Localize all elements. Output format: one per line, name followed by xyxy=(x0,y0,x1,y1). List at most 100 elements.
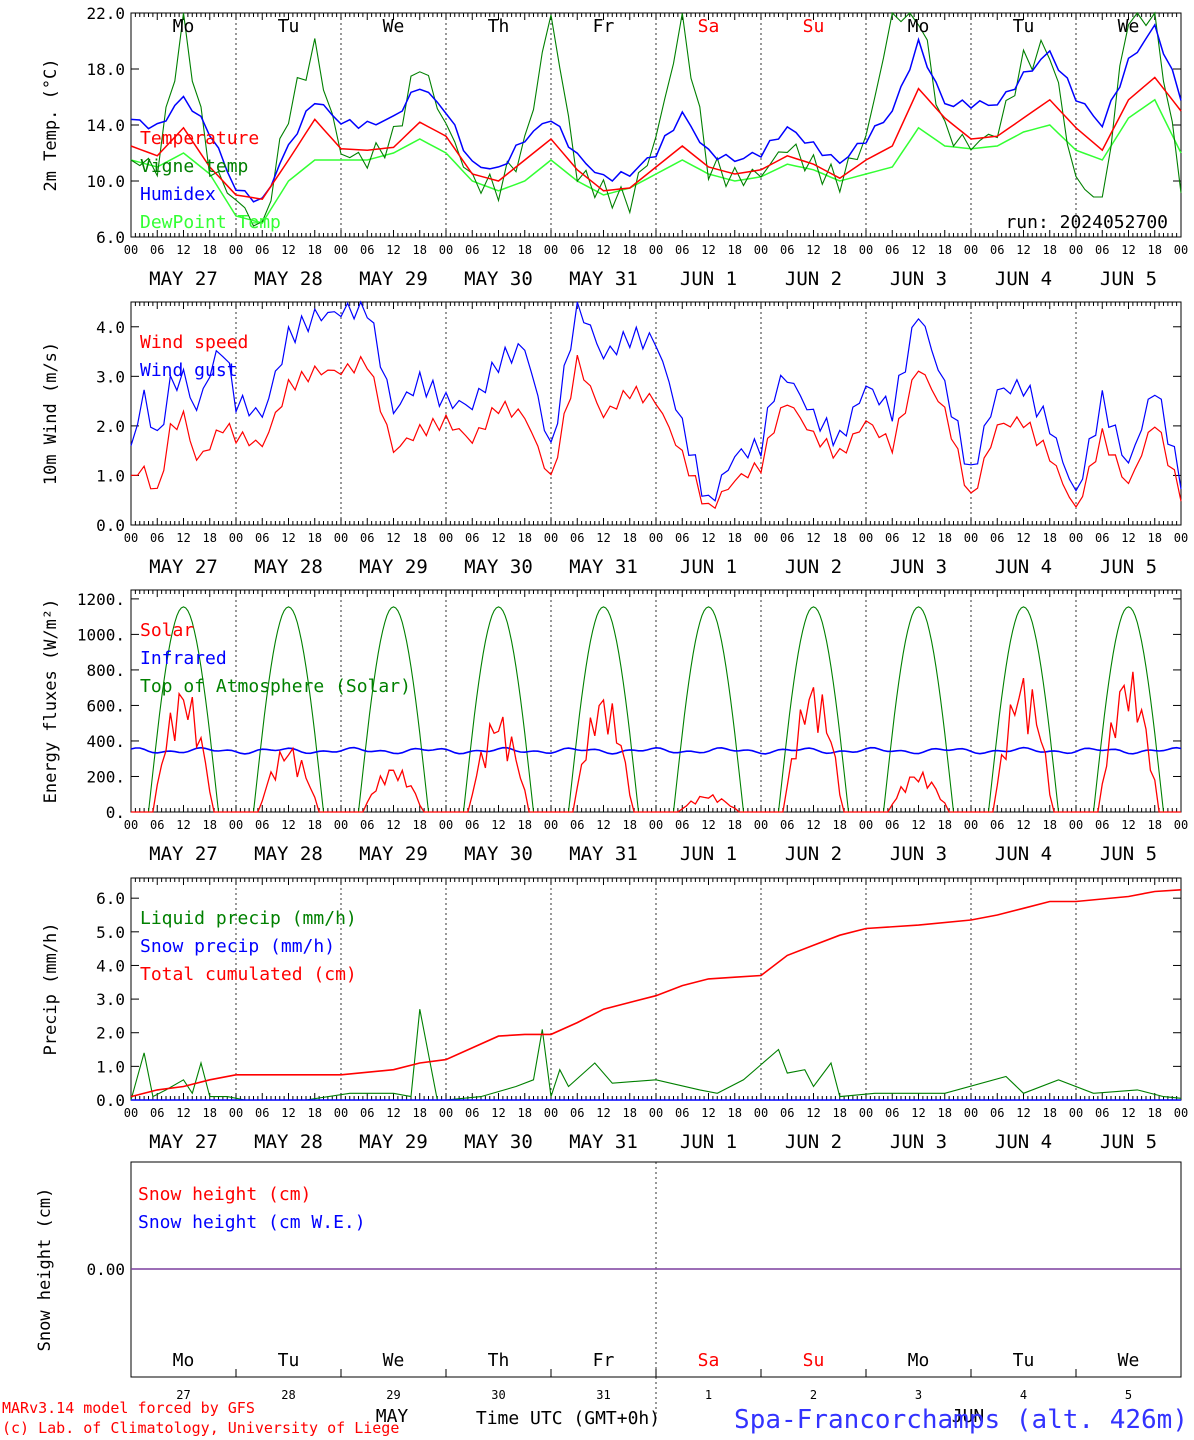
hour-tick-label: 00 xyxy=(124,1106,138,1120)
hour-tick-label: 18 xyxy=(833,531,847,545)
weekday-label: Th xyxy=(488,16,510,37)
hour-tick-label: 00 xyxy=(544,818,558,832)
hour-tick-label: 18 xyxy=(728,818,742,832)
hour-tick-label: 00 xyxy=(334,818,348,832)
day-number-label: 29 xyxy=(386,1388,400,1402)
legend-wind-speed: Wind speed xyxy=(140,332,248,353)
hour-tick-label: 18 xyxy=(308,1106,322,1120)
legend-wind-gust: Wind gust xyxy=(140,360,238,381)
hour-tick-label: 12 xyxy=(1121,531,1135,545)
weekday-label: Sa xyxy=(698,1350,720,1371)
hour-tick-label: 06 xyxy=(885,243,899,257)
hour-tick-label: 12 xyxy=(911,531,925,545)
legend-liquid-precip-mm-h-: Liquid precip (mm/h) xyxy=(140,908,357,929)
hour-tick-label: 06 xyxy=(780,531,794,545)
hour-tick-label: 00 xyxy=(544,1106,558,1120)
hour-tick-label: 00 xyxy=(439,1106,453,1120)
station-title: Spa-Francorchamps (alt. 426m) xyxy=(734,1405,1188,1435)
hour-tick-label: 00 xyxy=(649,818,663,832)
weekday-label: Sa xyxy=(698,16,720,37)
date-label: JUN 3 xyxy=(890,268,947,290)
time-axis-label: Time UTC (GMT+0h) xyxy=(476,1408,660,1429)
hour-tick-label: 12 xyxy=(806,818,820,832)
hour-tick-label: 00 xyxy=(964,243,978,257)
hour-tick-label: 18 xyxy=(938,818,952,832)
date-label: JUN 1 xyxy=(680,1131,737,1153)
weekday-label: Su xyxy=(803,16,825,37)
date-label: MAY 29 xyxy=(359,556,428,578)
date-label: JUN 1 xyxy=(680,556,737,578)
date-label: MAY 27 xyxy=(149,268,218,290)
legend-dewpoint-temp: DewPoint Temp xyxy=(140,212,281,233)
legend-temperature: Temperature xyxy=(140,128,259,149)
date-label: MAY 31 xyxy=(569,268,638,290)
weekday-label: Tu xyxy=(278,1350,300,1371)
hour-tick-label: 06 xyxy=(885,531,899,545)
hour-tick-label: 12 xyxy=(911,1106,925,1120)
hour-tick-label: 18 xyxy=(728,531,742,545)
hour-tick-label: 12 xyxy=(491,1106,505,1120)
hour-tick-label: 18 xyxy=(518,243,532,257)
hour-tick-label: 00 xyxy=(649,243,663,257)
hour-tick-label: 12 xyxy=(1016,818,1030,832)
hour-tick-label: 00 xyxy=(859,243,873,257)
date-label: JUN 5 xyxy=(1100,843,1157,865)
series-line-wind-speed xyxy=(130,354,1182,510)
date-label: MAY 27 xyxy=(149,556,218,578)
y-axis-label-1: 2m Temp. (°C) xyxy=(41,58,61,191)
legend-total-cumulated-cm-: Total cumulated (cm) xyxy=(140,964,357,985)
date-label: JUN 4 xyxy=(995,843,1052,865)
y-tick-label: 600. xyxy=(86,696,125,715)
hour-tick-label: 12 xyxy=(596,531,610,545)
hour-tick-label: 12 xyxy=(176,1106,190,1120)
y-tick-label: 800. xyxy=(86,661,125,680)
hour-tick-label: 18 xyxy=(938,243,952,257)
hour-tick-label: 12 xyxy=(596,818,610,832)
hour-tick-label: 06 xyxy=(570,818,584,832)
y-tick-label: 2.0 xyxy=(96,417,125,436)
weekday-label: Mo xyxy=(908,1350,930,1371)
hour-tick-label: 18 xyxy=(518,531,532,545)
hour-tick-label: 06 xyxy=(150,818,164,832)
hour-tick-label: 00 xyxy=(859,531,873,545)
weekday-label: Fr xyxy=(593,16,615,37)
weekday-label: Th xyxy=(488,1350,510,1371)
date-label: JUN 4 xyxy=(995,556,1052,578)
hour-tick-label: 00 xyxy=(649,1106,663,1120)
hour-tick-label: 00 xyxy=(1174,531,1188,545)
hour-tick-label: 06 xyxy=(1095,818,1109,832)
hour-tick-label: 00 xyxy=(334,243,348,257)
hour-tick-label: 18 xyxy=(833,818,847,832)
hour-tick-label: 00 xyxy=(229,818,243,832)
date-label: MAY 30 xyxy=(464,843,533,865)
hour-tick-label: 06 xyxy=(465,1106,479,1120)
hour-tick-label: 18 xyxy=(623,243,637,257)
y-tick-label: 10.0 xyxy=(86,172,125,191)
day-number-label: 3 xyxy=(915,1388,922,1402)
hour-tick-label: 06 xyxy=(360,243,374,257)
date-label: MAY 28 xyxy=(254,268,323,290)
hour-tick-label: 18 xyxy=(203,818,217,832)
day-number-label: 4 xyxy=(1020,1388,1027,1402)
date-label: JUN 1 xyxy=(680,843,737,865)
y-tick-label: 400. xyxy=(86,732,125,751)
date-label: MAY 31 xyxy=(569,556,638,578)
hour-tick-label: 18 xyxy=(1148,243,1162,257)
hour-tick-label: 12 xyxy=(806,1106,820,1120)
y-axis-label-5: Snow height (cm) xyxy=(35,1188,55,1352)
hour-tick-label: 00 xyxy=(544,531,558,545)
footer-model-line: MARv3.14 model forced by GFS xyxy=(2,1399,255,1417)
hour-tick-label: 18 xyxy=(728,243,742,257)
y-tick-label: 0.00 xyxy=(86,1260,125,1279)
hour-tick-label: 12 xyxy=(1121,818,1135,832)
hour-tick-label: 18 xyxy=(833,243,847,257)
legend-snow-height-cm-w-e-: Snow height (cm W.E.) xyxy=(138,1212,366,1233)
hour-tick-label: 18 xyxy=(1043,1106,1057,1120)
hour-tick-label: 00 xyxy=(754,531,768,545)
day-number-label: 1 xyxy=(705,1388,712,1402)
hour-tick-label: 06 xyxy=(675,1106,689,1120)
hour-tick-label: 18 xyxy=(623,1106,637,1120)
weekday-label: Mo xyxy=(173,16,195,37)
hour-tick-label: 06 xyxy=(1095,531,1109,545)
y-tick-label: 1.0 xyxy=(96,1057,125,1076)
